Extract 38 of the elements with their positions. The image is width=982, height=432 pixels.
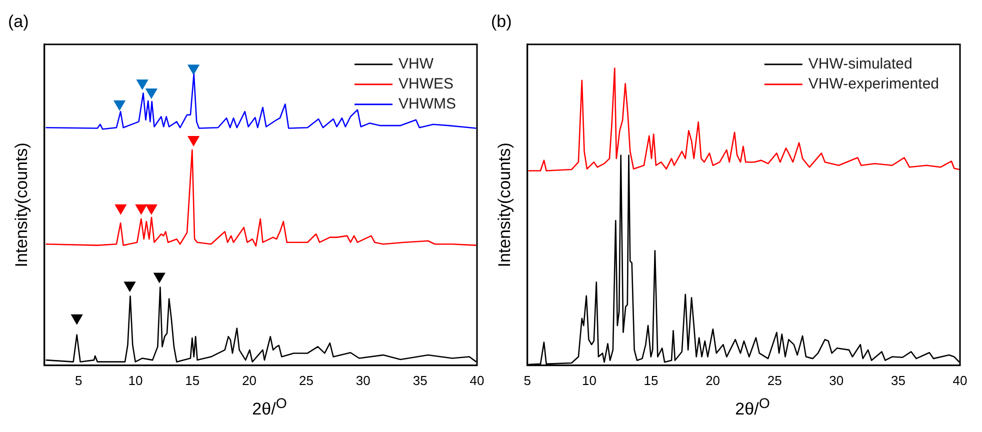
legend-label: VHWMS: [398, 96, 456, 113]
x-tick-label: 35: [412, 372, 428, 388]
point: [71, 314, 83, 324]
x-tick-label: 5: [524, 372, 532, 388]
x-axis-title: 2θ/$^{O}$: [734, 396, 771, 420]
x-tick-label: 40: [470, 372, 484, 388]
point: [136, 80, 148, 90]
chart-title: (b): [491, 12, 512, 31]
x-tick-label: 40: [952, 372, 968, 388]
x-tick-label: 20: [242, 372, 257, 388]
point: [114, 204, 126, 214]
y-axis-title: Intensity(counts): [12, 142, 31, 268]
point: [114, 100, 126, 110]
point: [146, 88, 158, 98]
point: [188, 64, 200, 75]
point: [124, 282, 136, 292]
legend-label: VHWES: [398, 76, 454, 93]
x-tick-label: 15: [185, 372, 200, 388]
x-tick-label: 35: [890, 372, 906, 388]
legend-label: VHW-experimented: [808, 76, 940, 93]
y-axis-title: Intensity(counts): [494, 142, 514, 268]
x-tick-label: 5: [74, 372, 82, 388]
x-tick-label: 30: [356, 372, 370, 388]
point: [146, 204, 158, 214]
x-axis-title: 2θ/$^{O}$: [251, 396, 288, 420]
x-tick-label: 20: [706, 372, 720, 388]
point: [154, 272, 166, 283]
x-tick-label: 25: [767, 372, 782, 388]
legend-label: VHW-simulated: [808, 56, 912, 73]
point: [135, 204, 147, 214]
x-tick-label: 30: [829, 372, 844, 388]
legend-label: VHW: [398, 56, 434, 73]
chart-title: (a): [8, 12, 29, 31]
point: [188, 136, 200, 146]
x-tick-label: 15: [644, 372, 658, 388]
x-tick-label: 25: [299, 372, 314, 388]
x-tick-label: 10: [582, 372, 596, 388]
x-tick-label: 10: [128, 372, 143, 388]
